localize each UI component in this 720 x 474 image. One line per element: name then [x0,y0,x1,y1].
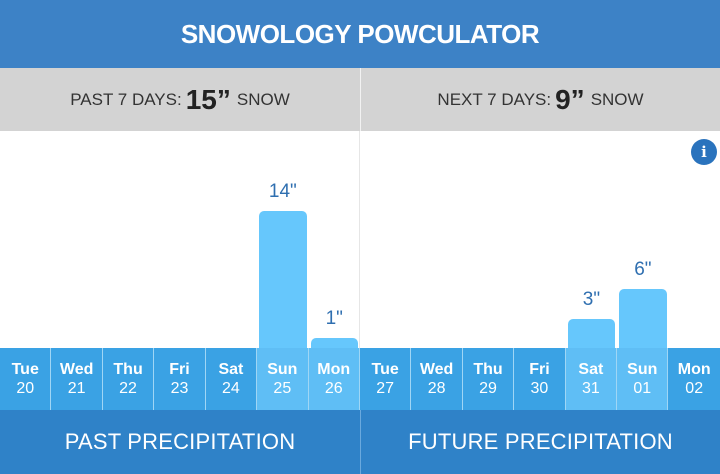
day-cell-fri-23[interactable]: Fri 23 [154,348,206,410]
day-name: Wed [419,361,454,378]
next-snow-total: 9” [555,83,585,115]
day-date: 20 [16,380,35,397]
next-summary-prefix: NEXT 7 DAYS: [437,89,552,109]
day-name: Sat [578,361,604,378]
day-cell-sun-01[interactable]: Sun 01 [617,348,669,410]
snow-bar-sat-31 [567,319,616,348]
day-cell-fri-30[interactable]: Fri 30 [514,348,566,410]
day-name: Tue [371,361,399,378]
day-date: 21 [67,380,86,397]
day-cell-tue-20[interactable]: Tue 20 [0,348,52,410]
past-summary-suffix: SNOW [236,89,290,109]
next-7-days-summary: NEXT 7 DAYS: 9” SNOW [360,68,720,131]
day-cell-mon-02[interactable]: Mon 02 [668,348,720,410]
snow-bar-mon-26 [310,338,358,348]
day-name: Thu [473,361,503,378]
snow-summary: PAST 7 DAYS: 15” SNOW NEXT 7 DAYS: 9” SN… [0,68,720,131]
day-cell-mon-26[interactable]: Mon 26 [308,348,360,410]
day-cell-wed-21[interactable]: Wed 21 [51,348,103,410]
day-date: 22 [119,380,137,397]
day-cell-sat-31[interactable]: Sat 31 [565,348,618,410]
day-date: 24 [222,380,240,397]
day-date: 30 [530,380,549,397]
info-icon[interactable]: i [691,139,717,165]
day-cell-sat-24[interactable]: Sat 24 [205,348,258,410]
snow-bar-label: 3" [582,289,601,310]
day-date: 01 [633,380,652,397]
past-7-days-summary: PAST 7 DAYS: 15” SNOW [0,68,360,131]
day-name: Mon [677,361,711,378]
day-date: 25 [273,380,292,397]
day-date: 27 [376,380,395,397]
past-precipitation-tab[interactable]: PAST PRECIPITATION [64,429,296,454]
day-cell-tue-27[interactable]: Tue 27 [359,348,412,410]
chart-divider [359,131,360,348]
past-summary-prefix: PAST 7 DAYS: [70,89,182,109]
day-name: Fri [529,361,550,378]
snow-bar-label: 6" [634,259,652,280]
snow-bar-label: 14" [268,181,297,202]
day-cell-thu-29[interactable]: Thu 29 [462,348,515,410]
day-name: Sun [267,361,298,378]
day-name: Wed [59,361,94,378]
day-strip: Tue 20 Wed 21 Thu 22 Fri 23 Sat 24 Sun 25 Mon 26 Tue 27… [0,348,720,410]
day-date: 23 [170,380,189,397]
day-date: 28 [427,380,446,397]
day-name: Mon [317,361,351,378]
snow-bar-label: 1" [325,308,343,329]
day-cell-thu-22[interactable]: Thu 22 [102,348,155,410]
future-precipitation-tab[interactable]: FUTURE PRECIPITATION [360,410,720,474]
snow-bar-sun-25 [259,211,307,348]
day-name: Tue [11,361,39,378]
day-name: Sun [627,361,658,378]
past-snow-total: 15” [185,83,231,115]
day-date: 29 [479,380,497,397]
footer-tabs: PAST PRECIPITATION FUTURE PRECIPITATION [0,410,720,474]
snow-bar-sun-01 [619,289,667,348]
day-date: 31 [581,380,600,397]
next-summary-suffix: SNOW [590,89,644,109]
day-date: 26 [324,380,343,397]
day-date: 02 [685,380,704,397]
day-name: Sat [218,361,244,378]
app-title: SNOWOLOGY POWCULATOR [0,0,720,68]
day-cell-wed-28[interactable]: Wed 28 [411,348,463,410]
day-name: Fri [169,361,190,378]
day-name: Thu [113,361,143,378]
day-cell-sun-25[interactable]: Sun 25 [257,348,309,410]
precipitation-chart: 14" 1" 3" 6" [0,131,720,348]
